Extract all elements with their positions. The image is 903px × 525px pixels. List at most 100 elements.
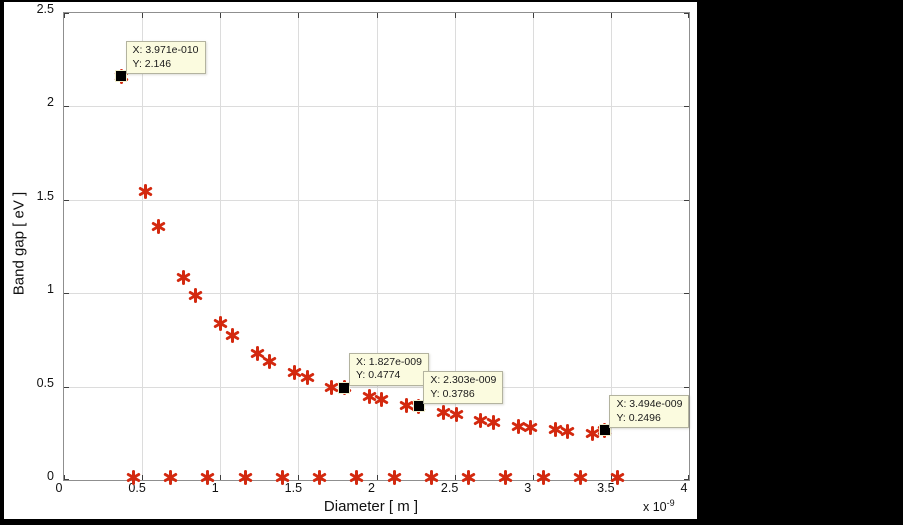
datatip-marker[interactable] <box>412 400 425 413</box>
datatip-marker[interactable] <box>115 70 128 83</box>
y-tick-label: 1.5 <box>36 188 54 203</box>
x-tick-label: 0.5 <box>128 481 146 495</box>
x-tick-label: 4 <box>680 481 688 495</box>
y-tick <box>64 479 69 480</box>
v-gridline <box>220 13 222 480</box>
data-point-asterisk[interactable] <box>324 379 340 395</box>
h-gridline <box>64 106 689 108</box>
datatip-marker[interactable] <box>598 424 611 437</box>
v-gridline <box>298 13 300 480</box>
h-gridline <box>64 293 689 295</box>
x-axis-multiplier: x 10-9 <box>643 498 675 514</box>
x-tick <box>688 475 689 480</box>
data-point-asterisk[interactable] <box>610 469 625 485</box>
data-point-asterisk[interactable] <box>150 219 166 235</box>
datatip-box[interactable]: X: 3.494e-009 Y: 0.2496 <box>609 395 690 429</box>
y-tick-label: 0 <box>47 469 54 483</box>
x-tick-label: 1 <box>211 481 219 495</box>
x-tick-label: 1.5 <box>284 481 303 495</box>
datatip-box[interactable]: X: 1.827e-009 Y: 0.4774 <box>348 352 429 386</box>
x-tick <box>64 475 65 480</box>
data-point-asterisk[interactable] <box>200 469 216 485</box>
data-point-asterisk[interactable] <box>262 353 278 369</box>
y-tick <box>684 106 689 108</box>
data-point-asterisk[interactable] <box>486 414 501 430</box>
data-point-asterisk[interactable] <box>250 346 265 362</box>
datatip-x-value: X: 3.494e-009 <box>616 398 683 411</box>
data-point-asterisk[interactable] <box>312 469 327 485</box>
datatip-x-value: X: 1.827e-009 <box>355 355 422 368</box>
data-point-asterisk[interactable] <box>523 419 538 435</box>
data-point-asterisk[interactable] <box>374 391 389 407</box>
y-tick-label: 2.5 <box>36 2 54 16</box>
y-tick <box>684 13 689 14</box>
figure-canvas <box>4 2 697 519</box>
v-gridline <box>454 13 456 480</box>
data-point-asterisk[interactable] <box>237 469 253 485</box>
datatip-y-value: Y: 0.2496 <box>616 411 661 424</box>
datatip-box[interactable]: X: 3.971e-010 Y: 2.146 <box>125 41 206 75</box>
multiplier-exponent: -9 <box>666 498 675 508</box>
x-tick <box>376 475 378 480</box>
datatip-marker[interactable] <box>338 381 351 394</box>
x-tick <box>142 475 144 480</box>
data-point-asterisk[interactable] <box>163 469 178 485</box>
x-tick <box>220 13 222 18</box>
x-tick <box>298 13 300 18</box>
data-point-asterisk[interactable] <box>585 425 600 441</box>
data-point-asterisk[interactable] <box>424 469 439 485</box>
data-point-asterisk[interactable] <box>510 418 526 434</box>
x-tick-label: 3.5 <box>597 481 615 495</box>
h-gridline <box>64 199 689 201</box>
plot-area[interactable] <box>63 12 690 481</box>
data-point-asterisk[interactable] <box>300 370 315 386</box>
y-tick-label: 2 <box>47 95 54 110</box>
y-tick <box>64 106 69 108</box>
data-point-asterisk[interactable] <box>498 469 513 485</box>
x-tick <box>220 475 222 480</box>
y-tick <box>684 293 689 295</box>
x-tick-label: 3 <box>524 481 532 495</box>
v-gridline <box>610 13 612 480</box>
data-point-asterisk[interactable] <box>213 316 228 332</box>
data-point-asterisk[interactable] <box>386 469 402 485</box>
x-tick <box>142 13 144 18</box>
h-gridline <box>64 386 689 388</box>
x-tick <box>610 475 612 480</box>
y-tick-label: 1 <box>47 282 54 297</box>
x-axis-label: Diameter [ m ] <box>323 498 419 515</box>
datatip-x-value: X: 3.971e-010 <box>132 44 199 57</box>
datatip-box[interactable]: X: 2.303e-009 Y: 0.3786 <box>423 371 504 405</box>
data-point-asterisk[interactable] <box>573 469 588 485</box>
y-tick <box>64 199 69 201</box>
y-tick <box>684 199 689 201</box>
v-gridline <box>142 13 144 480</box>
data-point-asterisk[interactable] <box>473 413 489 429</box>
data-point-asterisk[interactable] <box>548 422 563 438</box>
data-point-asterisk[interactable] <box>535 469 551 485</box>
datatip-y-value: Y: 2.146 <box>132 57 172 70</box>
data-point-asterisk[interactable] <box>287 364 303 380</box>
y-tick <box>684 479 689 480</box>
multiplier-base: x 10 <box>643 500 667 515</box>
x-tick-label: 2.5 <box>440 481 459 495</box>
data-point-asterisk[interactable] <box>349 469 365 485</box>
y-tick-label: 0.5 <box>36 375 54 390</box>
data-point-asterisk[interactable] <box>175 269 191 285</box>
data-point-asterisk[interactable] <box>436 405 451 421</box>
data-point-asterisk[interactable] <box>188 288 203 304</box>
y-tick <box>64 293 69 295</box>
data-point-asterisk[interactable] <box>461 469 476 485</box>
data-point-asterisk[interactable] <box>225 327 240 343</box>
x-tick <box>376 13 378 18</box>
data-point-asterisk[interactable] <box>126 469 141 485</box>
data-point-asterisk[interactable] <box>275 469 290 485</box>
y-tick <box>64 386 69 388</box>
x-tick <box>610 13 612 18</box>
data-point-asterisk[interactable] <box>362 389 377 405</box>
data-point-asterisk[interactable] <box>560 423 575 439</box>
data-point-asterisk[interactable] <box>399 397 414 413</box>
data-point-asterisk[interactable] <box>448 406 464 422</box>
data-point-asterisk[interactable] <box>138 183 154 199</box>
